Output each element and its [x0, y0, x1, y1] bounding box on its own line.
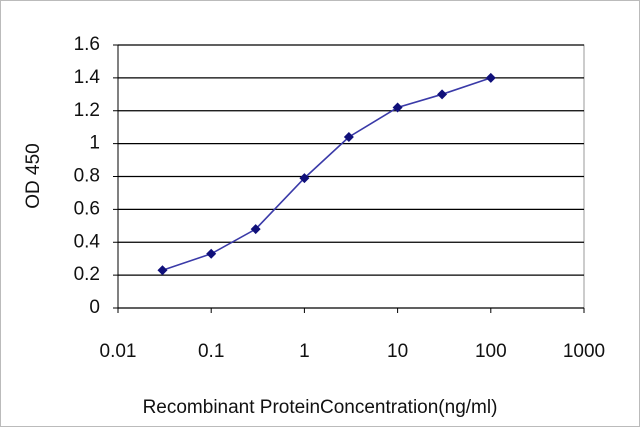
x-tick-label: 10	[387, 341, 408, 362]
data-point	[437, 89, 448, 100]
x-tick-label: 0.01	[100, 341, 137, 362]
data-line	[162, 77, 492, 271]
x-tick-label: 100	[475, 341, 507, 362]
x-axis-label: Recombinant ProteinConcentration(ng/ml)	[143, 397, 498, 418]
y-tick-label: 1	[89, 133, 100, 154]
y-tick-label: 1.6	[74, 34, 100, 55]
data-point	[206, 248, 217, 259]
data-point	[157, 265, 168, 276]
y-tick-label: 1.4	[74, 67, 101, 88]
data-point	[299, 173, 310, 184]
data-point	[250, 224, 261, 235]
data-point	[392, 102, 403, 113]
data-point	[343, 132, 354, 143]
y-tick-label: 0.8	[74, 166, 100, 187]
x-tick-label: 0.1	[198, 341, 224, 362]
x-tick-label: 1000	[563, 341, 605, 362]
y-axis-label: OD 450	[23, 143, 44, 208]
y-tick-label: 1.2	[74, 100, 100, 121]
y-tick-label: 0	[89, 297, 100, 318]
data-point	[485, 72, 496, 83]
y-tick-label: 0.4	[74, 231, 101, 252]
y-tick-label: 0.6	[74, 198, 100, 219]
x-tick-label: 1	[299, 341, 310, 362]
y-tick-label: 0.2	[74, 264, 100, 285]
